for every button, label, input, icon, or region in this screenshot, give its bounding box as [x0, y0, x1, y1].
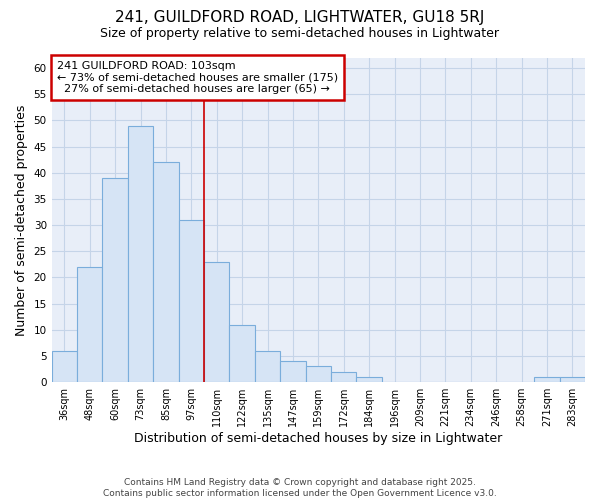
Bar: [255, 351, 280, 382]
Bar: [52, 351, 77, 382]
Bar: [305, 366, 331, 382]
Text: 241 GUILDFORD ROAD: 103sqm
← 73% of semi-detached houses are smaller (175)
  27%: 241 GUILDFORD ROAD: 103sqm ← 73% of semi…: [57, 60, 338, 94]
Bar: [204, 262, 229, 382]
Bar: [153, 162, 179, 382]
Bar: [280, 362, 305, 382]
Bar: [534, 377, 560, 382]
Text: Size of property relative to semi-detached houses in Lightwater: Size of property relative to semi-detach…: [101, 28, 499, 40]
Bar: [128, 126, 153, 382]
Bar: [179, 220, 204, 382]
Bar: [103, 178, 128, 382]
Bar: [560, 377, 585, 382]
X-axis label: Distribution of semi-detached houses by size in Lightwater: Distribution of semi-detached houses by …: [134, 432, 502, 445]
Text: 241, GUILDFORD ROAD, LIGHTWATER, GU18 5RJ: 241, GUILDFORD ROAD, LIGHTWATER, GU18 5R…: [115, 10, 485, 25]
Text: Contains HM Land Registry data © Crown copyright and database right 2025.
Contai: Contains HM Land Registry data © Crown c…: [103, 478, 497, 498]
Bar: [77, 267, 103, 382]
Bar: [356, 377, 382, 382]
Y-axis label: Number of semi-detached properties: Number of semi-detached properties: [15, 104, 28, 336]
Bar: [229, 324, 255, 382]
Bar: [331, 372, 356, 382]
